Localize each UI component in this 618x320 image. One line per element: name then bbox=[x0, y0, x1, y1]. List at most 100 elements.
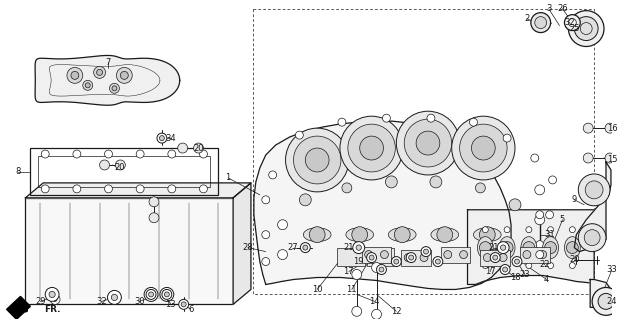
Text: 25: 25 bbox=[569, 24, 580, 33]
Ellipse shape bbox=[431, 228, 459, 242]
Circle shape bbox=[352, 306, 362, 316]
Circle shape bbox=[149, 213, 159, 223]
Ellipse shape bbox=[388, 228, 416, 242]
Bar bbox=[337, 248, 365, 266]
Circle shape bbox=[420, 253, 428, 261]
Circle shape bbox=[480, 242, 491, 253]
Circle shape bbox=[444, 251, 452, 259]
Circle shape bbox=[305, 148, 329, 172]
Circle shape bbox=[605, 123, 615, 133]
Text: 1: 1 bbox=[226, 173, 231, 182]
Circle shape bbox=[365, 251, 373, 259]
Circle shape bbox=[45, 287, 59, 301]
Circle shape bbox=[483, 227, 488, 233]
Text: 2: 2 bbox=[524, 14, 530, 23]
Circle shape bbox=[179, 300, 188, 309]
Circle shape bbox=[148, 291, 154, 298]
Circle shape bbox=[50, 294, 60, 304]
Circle shape bbox=[564, 15, 580, 31]
Circle shape bbox=[164, 291, 170, 298]
Text: 15: 15 bbox=[607, 156, 617, 164]
Circle shape bbox=[569, 227, 575, 233]
Circle shape bbox=[286, 128, 349, 192]
Circle shape bbox=[472, 136, 495, 160]
Circle shape bbox=[41, 185, 49, 193]
Circle shape bbox=[157, 133, 167, 143]
Circle shape bbox=[67, 68, 83, 83]
Circle shape bbox=[178, 143, 188, 153]
Polygon shape bbox=[35, 55, 180, 105]
Circle shape bbox=[85, 83, 90, 88]
Circle shape bbox=[427, 114, 435, 122]
Text: 18: 18 bbox=[510, 273, 520, 282]
Circle shape bbox=[391, 257, 401, 267]
Ellipse shape bbox=[478, 237, 493, 259]
Circle shape bbox=[535, 185, 544, 195]
Circle shape bbox=[574, 17, 598, 41]
Circle shape bbox=[416, 131, 440, 155]
Circle shape bbox=[41, 150, 49, 158]
Text: 21: 21 bbox=[344, 243, 354, 252]
Circle shape bbox=[569, 262, 575, 268]
Text: 9: 9 bbox=[572, 195, 577, 204]
Circle shape bbox=[421, 247, 431, 257]
Circle shape bbox=[342, 183, 352, 193]
Circle shape bbox=[277, 250, 287, 260]
Circle shape bbox=[515, 259, 520, 264]
Circle shape bbox=[504, 227, 510, 233]
Circle shape bbox=[430, 176, 442, 188]
Circle shape bbox=[108, 291, 121, 304]
Circle shape bbox=[483, 262, 488, 268]
Text: 10: 10 bbox=[312, 285, 323, 294]
Circle shape bbox=[523, 251, 531, 259]
Ellipse shape bbox=[564, 237, 580, 259]
Circle shape bbox=[452, 116, 515, 180]
Circle shape bbox=[592, 287, 618, 315]
Polygon shape bbox=[25, 183, 251, 198]
Circle shape bbox=[408, 255, 413, 260]
Circle shape bbox=[162, 289, 172, 300]
Circle shape bbox=[144, 287, 158, 301]
Bar bbox=[38, 156, 210, 187]
Circle shape bbox=[193, 143, 203, 153]
Circle shape bbox=[549, 176, 557, 184]
Circle shape bbox=[164, 292, 169, 297]
Circle shape bbox=[460, 124, 507, 172]
Circle shape bbox=[369, 255, 374, 260]
Text: 17: 17 bbox=[344, 267, 354, 276]
Circle shape bbox=[567, 242, 578, 253]
Circle shape bbox=[490, 252, 500, 262]
Circle shape bbox=[544, 242, 557, 253]
Circle shape bbox=[406, 252, 416, 262]
Circle shape bbox=[277, 220, 287, 230]
Circle shape bbox=[262, 231, 269, 239]
Polygon shape bbox=[233, 183, 251, 304]
Circle shape bbox=[584, 230, 600, 246]
Text: 5: 5 bbox=[560, 215, 565, 224]
Polygon shape bbox=[254, 121, 511, 289]
Ellipse shape bbox=[346, 228, 373, 242]
Circle shape bbox=[366, 252, 376, 262]
Text: 28: 28 bbox=[243, 243, 253, 252]
Circle shape bbox=[360, 136, 383, 160]
Circle shape bbox=[348, 124, 396, 172]
Circle shape bbox=[376, 265, 386, 275]
Circle shape bbox=[394, 227, 410, 243]
Circle shape bbox=[585, 181, 603, 199]
Circle shape bbox=[502, 267, 507, 272]
Circle shape bbox=[146, 289, 156, 300]
Bar bbox=[362, 247, 391, 262]
Bar bbox=[30, 148, 218, 195]
Circle shape bbox=[111, 294, 117, 300]
Circle shape bbox=[200, 150, 208, 158]
Circle shape bbox=[49, 291, 55, 298]
Circle shape bbox=[352, 269, 362, 279]
Circle shape bbox=[73, 150, 81, 158]
Text: 30: 30 bbox=[134, 297, 145, 306]
Circle shape bbox=[262, 196, 269, 204]
Circle shape bbox=[352, 227, 368, 243]
Circle shape bbox=[149, 197, 159, 207]
Circle shape bbox=[159, 136, 164, 140]
Ellipse shape bbox=[499, 237, 515, 259]
Circle shape bbox=[371, 309, 381, 319]
